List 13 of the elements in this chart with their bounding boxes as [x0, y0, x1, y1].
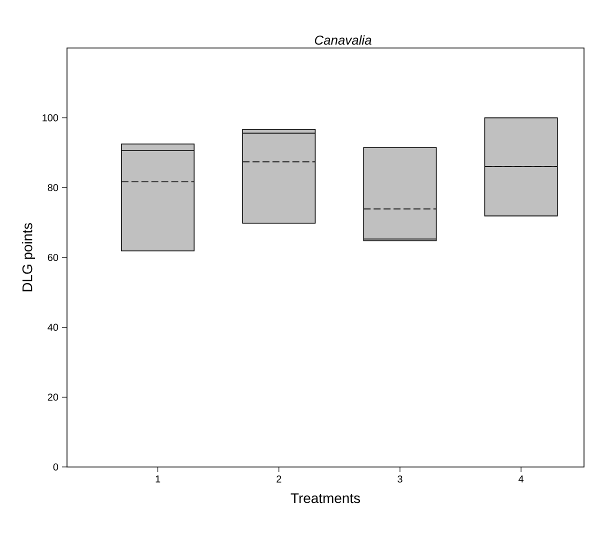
x-tick-label: 3 [398, 476, 402, 483]
y-tick-label: 0 [53, 463, 58, 471]
x-tick-label: 1 [156, 476, 160, 482]
x-axis-title: Treatments [290, 493, 360, 504]
chart-title: Canavalia [314, 35, 372, 45]
y-tick-label: 100 [42, 114, 58, 122]
x-tick-label: 2 [276, 476, 282, 482]
x-tick-label: 4 [518, 476, 524, 482]
y-tick-label: 60 [48, 254, 58, 262]
y-tick-label: 20 [48, 394, 58, 401]
y-axis-title: DLG points [22, 223, 36, 292]
y-tick-label: 40 [48, 324, 58, 331]
y-tick-label: 80 [48, 184, 58, 192]
